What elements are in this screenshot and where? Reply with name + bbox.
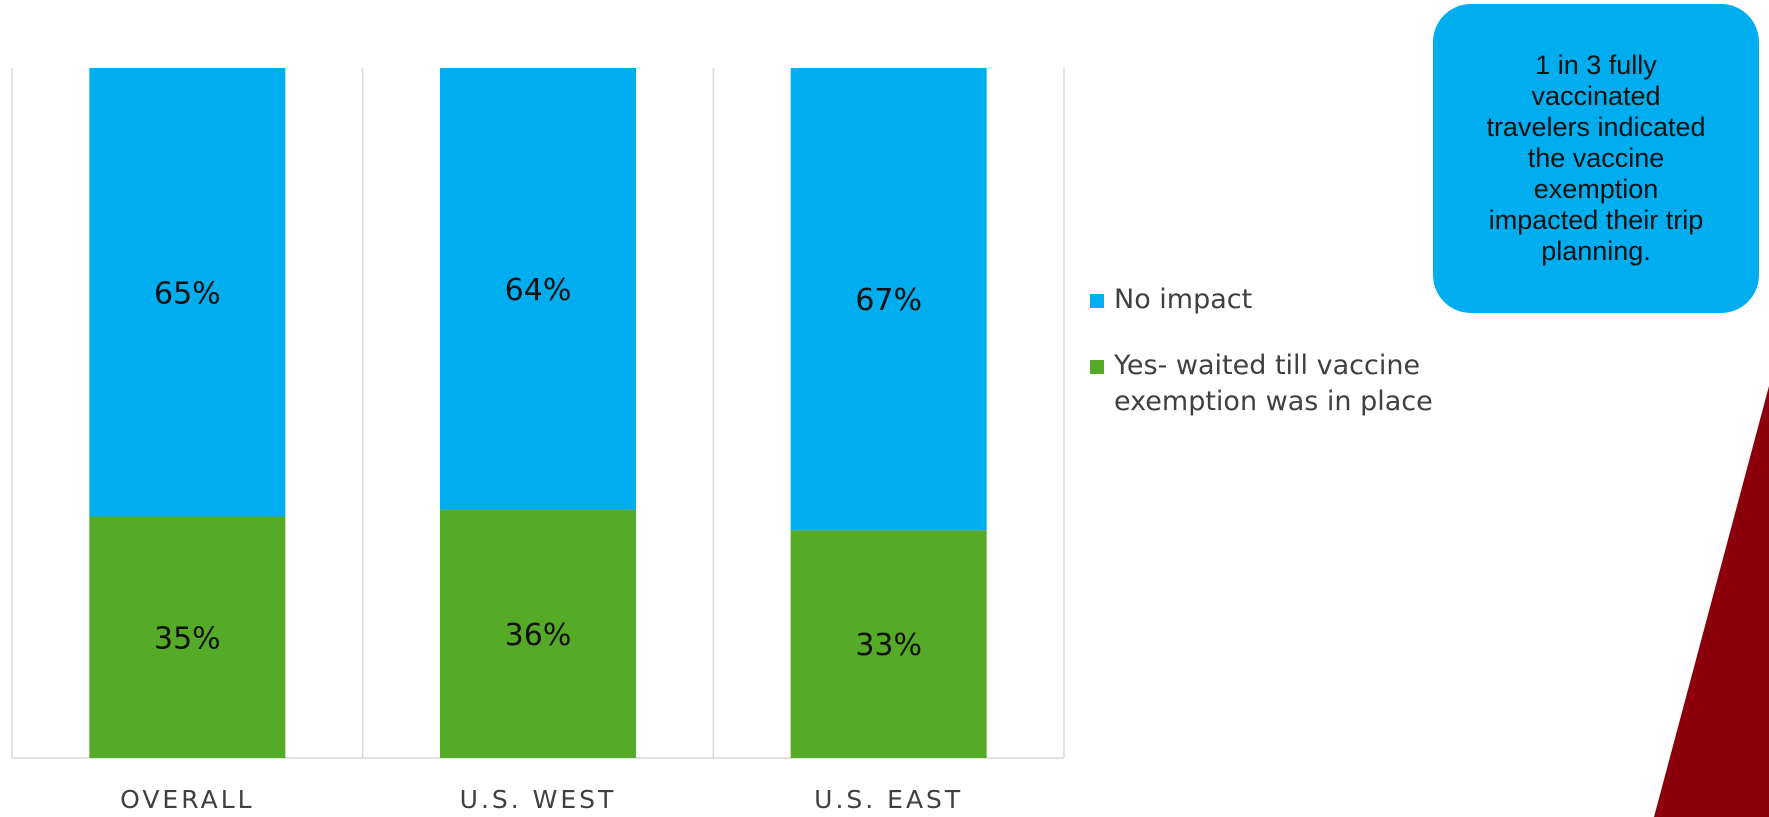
legend-item-no-impact: No impact: [1090, 282, 1450, 318]
red-accent-triangle: [1654, 386, 1769, 817]
chart-legend: No impact Yes- waited till vaccine exemp…: [1090, 282, 1450, 450]
x-tick-label-1: U.S. WEST: [460, 785, 617, 814]
bar-segment-yes-waited-1: [440, 509, 636, 758]
bar-segment-no-impact-2: [790, 68, 987, 531]
data-label-no-impact-1: 64%: [505, 273, 572, 308]
legend-swatch-yes-waited: [1090, 360, 1104, 374]
x-tick-label-2: U.S. EAST: [814, 785, 963, 814]
legend-item-yes-waited: Yes- waited till vaccine exemption was i…: [1090, 348, 1450, 420]
legend-label-no-impact: No impact: [1114, 284, 1253, 315]
bar-segment-no-impact-0: [89, 68, 286, 517]
x-tick-label-0: OVERALL: [120, 785, 254, 814]
stacked-bar-chart: 35% 65% OVERALL 36% 64% U.S. WEST 33% 67% U.S. E…: [11, 68, 1065, 814]
bar-segment-yes-waited-0: [89, 516, 286, 758]
bar-segment-no-impact-1: [440, 68, 636, 510]
data-label-yes-waited-1: 36%: [505, 618, 572, 653]
legend-swatch-no-impact: [1090, 294, 1104, 308]
data-label-yes-waited-0: 35%: [154, 621, 221, 656]
legend-label-yes-waited: Yes- waited till vaccine exemption was i…: [1114, 350, 1433, 417]
data-label-no-impact-0: 65%: [154, 276, 221, 311]
data-label-yes-waited-2: 33%: [855, 628, 922, 663]
callout-box: 1 in 3 fully vaccinated travelers indica…: [1433, 4, 1759, 313]
callout-text: 1 in 3 fully vaccinated travelers indica…: [1486, 50, 1706, 266]
data-label-no-impact-2: 67%: [855, 283, 922, 318]
bar-segment-yes-waited-2: [790, 530, 987, 758]
